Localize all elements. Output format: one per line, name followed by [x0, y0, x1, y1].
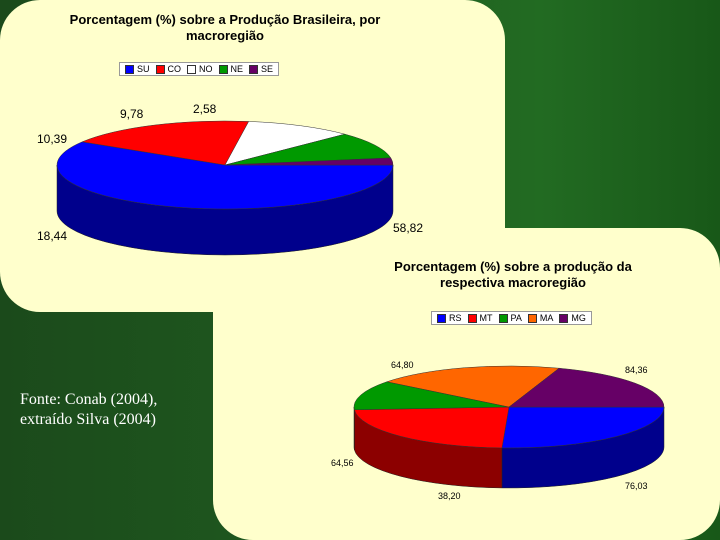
pie-slice-no [224, 121, 346, 166]
legend-swatch [498, 313, 508, 323]
data-label-no: 10,39 [37, 132, 67, 146]
legend-label: CO [167, 64, 182, 74]
data-label-rs: 84,36 [625, 365, 648, 375]
legend-macroregion: RS MT PA MA MG [431, 311, 592, 325]
legend-swatch [467, 313, 477, 323]
pie-slice-mg [508, 367, 665, 408]
legend-label: MT [479, 313, 493, 323]
pie-slice-ma [385, 365, 560, 408]
legend-swatch [527, 313, 537, 323]
pie-slice-se [224, 157, 394, 166]
data-label-se: 2,58 [193, 102, 217, 116]
legend-item-no: NO [187, 64, 213, 74]
pie-slice-mt [354, 406, 510, 449]
legend-label: SU [137, 64, 150, 74]
legend-swatch [249, 64, 259, 74]
data-label-ne: 9,78 [120, 107, 144, 121]
pie-chart-2: 84,36 76,03 38,20 64,56 64,80 [331, 360, 665, 501]
legend-item-se: SE [249, 64, 273, 74]
pie-slice-su [56, 141, 394, 210]
legend-swatch [187, 64, 197, 74]
pie-slice-rs [501, 406, 665, 449]
legend-label: MA [539, 313, 554, 323]
legend-swatch [125, 64, 134, 74]
legend-swatch [155, 64, 165, 74]
legend-item-mg: MG [559, 313, 586, 323]
legend-label: MG [571, 313, 586, 323]
data-label-mg: 64,80 [391, 360, 414, 370]
source-caption: Fonte: Conab (2004), extraído Silva (200… [20, 390, 220, 430]
data-label-su: 58,82 [393, 221, 423, 235]
legend-item-ma: MA [527, 313, 554, 323]
legend-swatch [437, 313, 446, 323]
legend-item-mt: MT [467, 313, 493, 323]
pie-chart-1: 58,82 18,44 10,39 9,78 2,58 [37, 102, 423, 256]
caption-line-1: Fonte: Conab (2004), [20, 391, 158, 408]
legend-item-rs: RS [437, 313, 462, 323]
legend-item-ne: NE [218, 64, 244, 74]
legend-swatch [218, 64, 228, 74]
pie-slice-co [81, 120, 250, 166]
legend-label: PA [510, 313, 522, 323]
legend-brazil: SU CO NO NE SE [119, 62, 280, 76]
legend-label: NE [230, 64, 244, 74]
legend-label: SE [261, 64, 274, 74]
chart-title-macroregion: Porcentagem (%) sobre a produção da resp… [394, 259, 632, 290]
legend-label: RS [449, 313, 462, 323]
legend-item-pa: PA [498, 313, 522, 323]
data-label-pa: 38,20 [438, 491, 461, 501]
data-label-mt: 76,03 [625, 481, 648, 491]
pie-slice-ne [224, 133, 392, 166]
legend-label: NO [199, 64, 213, 74]
pie-slice-pa [353, 381, 510, 411]
chart-title-brazil: Porcentagem (%) sobre a Produção Brasile… [69, 12, 381, 43]
data-label-co: 18,44 [37, 229, 67, 243]
caption-line-2: extraído Silva (2004) [20, 411, 156, 428]
legend-swatch [559, 313, 569, 323]
legend-item-co: CO [155, 64, 182, 74]
legend-item-su: SU [125, 64, 150, 74]
data-label-ma: 64,56 [331, 458, 354, 468]
